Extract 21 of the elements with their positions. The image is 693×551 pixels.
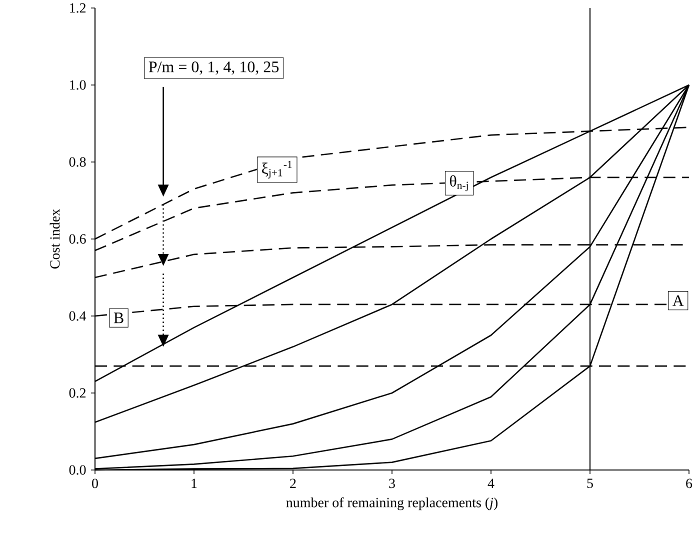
annotation: θ$_{n-j}$ (450, 175, 468, 192)
y-tick-label: 1.2 (70, 3, 86, 13)
y-tick-label: 0.4 (69, 311, 86, 321)
y-tick-label: 0.0 (69, 465, 86, 475)
annotation: A (672, 295, 684, 306)
annotation: P/m = 0, 1, 4, 10, 25 (148, 62, 279, 75)
annotation: ξ$_{j+1}$-1 (262, 160, 292, 178)
x-tick-label: 3 (389, 478, 395, 488)
x-tick-label: 1 (192, 478, 197, 488)
y-axis-title: Cost index (50, 209, 60, 269)
x-tick-label: 6 (686, 478, 692, 488)
x-tick-label: 2 (290, 478, 296, 488)
x-axis-title: number of remaining replacements (j) (286, 497, 498, 510)
x-tick-label: 4 (488, 478, 494, 488)
y-tick-label: 0.6 (69, 234, 86, 244)
annotation: B (114, 312, 124, 324)
x-tick-label: 5 (587, 478, 593, 488)
y-tick-label: 0.2 (69, 388, 86, 398)
y-tick-label: 0.8 (69, 157, 86, 167)
x-tick-label: 0 (92, 478, 98, 488)
y-tick-label: 1.0 (70, 80, 86, 90)
